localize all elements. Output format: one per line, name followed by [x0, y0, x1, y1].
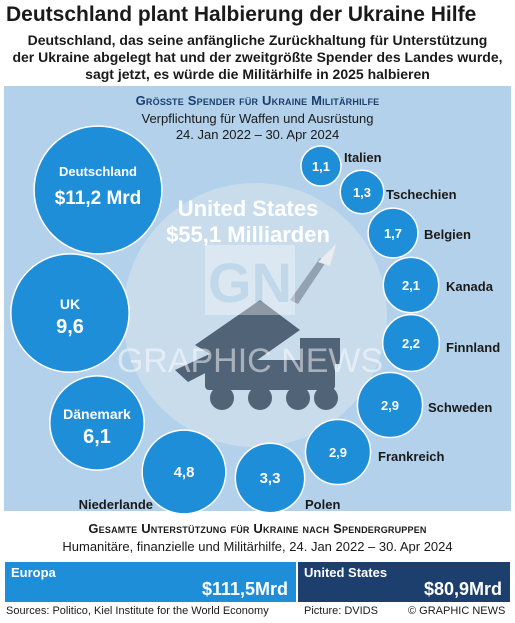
- bubble-name-uk: UK: [60, 296, 80, 312]
- bubble-name-italien: Italien: [344, 150, 382, 165]
- bubble-name-belgien: Belgien: [424, 227, 471, 242]
- totals-bar-united-states: United States $80,9Mrd: [298, 562, 510, 602]
- center-label-1: United States: [178, 196, 319, 221]
- totals-bar-europa-name: Europa: [11, 565, 56, 580]
- totals-bar-us-name: United States: [304, 565, 388, 580]
- subtitle-line-2: der Ukraine abgelegt hat und der zweitgr…: [12, 49, 503, 65]
- bubble-italien: [300, 145, 342, 187]
- totals-bar-europa-value: $111,5Mrd: [201, 579, 288, 599]
- bubble-polen: [234, 442, 306, 514]
- totals-title: Gesamte Unterstützung für Ukraine nach S…: [88, 521, 427, 536]
- bubble-name-schweden: Schweden: [428, 400, 492, 415]
- bubble-name-frankreich: Frankreich: [378, 449, 445, 464]
- bubble-value-kanada: 2,1: [402, 278, 420, 293]
- bubble-niederlande: [141, 429, 227, 515]
- chart-title: Größte Spender für Ukraine Militärhilfe: [135, 93, 380, 108]
- page-title: Deutschland plant Halbierung der Ukraine…: [6, 3, 477, 26]
- bubble-value-schweden: 2,9: [381, 398, 399, 413]
- totals-bar-europa: Europa $111,5Mrd: [5, 562, 296, 602]
- footer-credit: © GRAPHIC NEWS: [408, 605, 506, 617]
- bubble-kanada: [382, 256, 440, 314]
- center-label-2: $55,1 Milliarden: [166, 222, 330, 247]
- bubble-value-niederlande: 4,8: [174, 464, 195, 481]
- bubble-name-polen: Polen: [305, 497, 340, 512]
- bubble-value-daenemark: 6,1: [83, 426, 111, 448]
- chart-subtitle-2: 24. Jan 2022 – 30. Apr 2024: [175, 127, 340, 142]
- bubble-value-polen: 3,3: [260, 470, 281, 487]
- bubble-name-tschechien: Tschechien: [386, 187, 457, 202]
- launcher-illustration: [175, 244, 340, 410]
- donor-bubbles: Deutschland $11,2 Mrd UK 9,6 Dänemark 6,1 4,8 N…: [10, 125, 500, 515]
- bubble-value-uk: 9,6: [56, 316, 84, 338]
- bubble-finnland: [381, 313, 441, 373]
- footer-picture: Picture: DVIDS: [304, 605, 378, 617]
- bubble-value-belgien: 1,7: [384, 226, 402, 241]
- bubble-schweden: [356, 371, 424, 439]
- bubble-tschechien: [339, 169, 385, 215]
- bubble-value-tschechien: 1,3: [353, 185, 371, 200]
- bubble-name-daenemark: Dänemark: [63, 406, 131, 422]
- subtitle-line-1: Deutschland, das seine anfängliche Zurüc…: [27, 32, 488, 48]
- bubble-value-finnland: 2,2: [402, 336, 420, 351]
- graphic-news-watermark: GRAPHIC NEWS: [117, 342, 383, 380]
- bubble-name-kanada: Kanada: [446, 279, 494, 294]
- gn-logo-text: GN: [208, 251, 292, 314]
- center-bubble-group: GN GRAPHIC NEWS United States $55,1 Mill…: [117, 183, 387, 447]
- bubble-value-deutschland: $11,2 Mrd: [55, 188, 142, 209]
- bubble-name-finnland: Finnland: [446, 340, 500, 355]
- subtitle-line-3: sagt jetzt, es würde die Militärhilfe in…: [85, 66, 430, 82]
- bubble-name-niederlande: Niederlande: [79, 497, 153, 512]
- bubble-value-frankreich: 2,9: [329, 445, 347, 460]
- bubble-name-deutschland: Deutschland: [59, 164, 137, 179]
- bubble-value-italien: 1,1: [312, 159, 330, 174]
- page-subtitle: Deutschland, das seine anfängliche Zurüc…: [0, 32, 515, 83]
- gn-watermark: GN: [205, 245, 295, 315]
- footer-sources: Sources: Politico, Kiel Institute for th…: [6, 605, 269, 617]
- totals-subtitle: Humanitäre, finanzielle und Militärhilfe…: [62, 539, 453, 554]
- bubble-frankreich: [304, 418, 372, 486]
- bubble-daenemark: [49, 375, 145, 471]
- chart-subtitle-1: Verpflichtung für Waffen und Ausrüstung: [141, 111, 374, 126]
- bubble-uk: [10, 253, 130, 373]
- bubble-belgien: [367, 207, 419, 259]
- totals-bar-us-value: $80,9Mrd: [423, 579, 502, 599]
- bubble-deutschland: [33, 125, 163, 255]
